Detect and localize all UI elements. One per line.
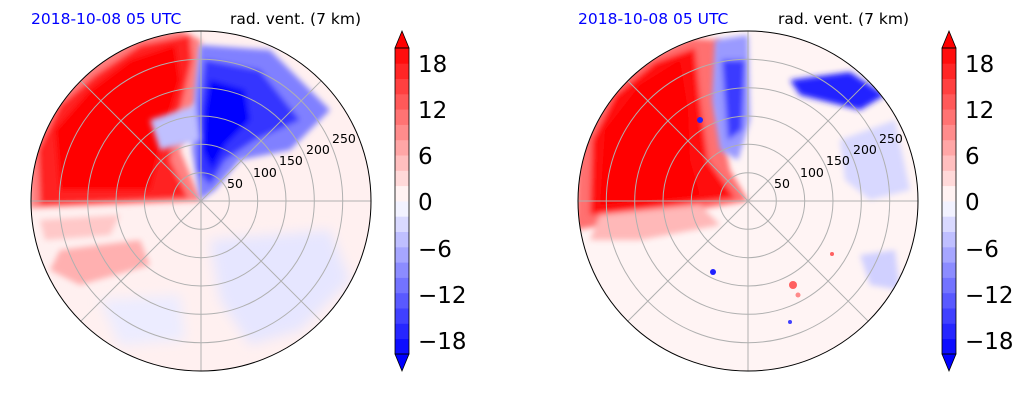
- chart-title: rad. vent. (7 km): [230, 10, 361, 28]
- colorbar-segment: [395, 292, 409, 309]
- colorbar-extend-max: [941, 29, 957, 49]
- colorbar-tick-label: −6: [965, 237, 999, 263]
- colorbar-extend-min: [394, 353, 410, 373]
- colorbar-extend-min: [941, 353, 957, 373]
- radial-tick-label: 150: [279, 153, 303, 168]
- colorbar-segment: [942, 93, 956, 110]
- chart-title: rad. vent. (7 km): [778, 10, 909, 28]
- radial-tick-labels: 50 100 150 200 250: [774, 131, 903, 191]
- colorbar-tick-label: 18: [965, 52, 994, 78]
- colorbar-segment: [395, 338, 409, 355]
- colorbar-segment: [942, 308, 956, 324]
- colorbar-tick-label: −12: [965, 283, 1014, 309]
- colorbar-segment: [942, 124, 956, 141]
- colorbar-segment: [942, 262, 956, 278]
- colorbar-tick-label: 12: [418, 98, 447, 124]
- colorbar-tick-label: −12: [418, 283, 467, 309]
- radial-tick-label: 50: [774, 176, 790, 191]
- colorbar-tick-label: −18: [418, 329, 467, 355]
- colorbar-segment: [942, 139, 956, 156]
- colorbar-segment: [942, 78, 956, 95]
- colorbar-segment: [395, 63, 409, 79]
- colorbar-segment: [395, 109, 409, 125]
- colorbar-segment: [942, 323, 956, 340]
- colorbar-segment: [942, 292, 956, 309]
- polar-grid: [578, 31, 918, 371]
- colorbar-segment: [942, 155, 956, 171]
- colorbar-segment: [395, 308, 409, 324]
- colorbar-segment: [942, 277, 956, 294]
- colorbar-tick-label: 0: [418, 190, 433, 216]
- colorbar-tick-label: 18: [418, 52, 447, 78]
- radial-tick-label: 250: [332, 131, 356, 146]
- colorbar-segments: [394, 29, 410, 373]
- colorbar-segment: [395, 170, 409, 187]
- colorbar-segment: [942, 48, 956, 64]
- timestamp-label: 2018-10-08 05 UTC: [31, 10, 181, 28]
- polar-frame: [577, 30, 919, 372]
- colorbar-segment: [395, 139, 409, 156]
- polar-frame: [30, 30, 372, 372]
- radial-tick-label: 100: [800, 165, 824, 180]
- colorbar-segment: [395, 246, 409, 263]
- colorbar-frame: [941, 47, 957, 355]
- colorbar-segment: [942, 338, 956, 355]
- colorbar-segment: [942, 63, 956, 79]
- colorbar-ticks: 18 12 6 0 −6 −12 −18: [418, 52, 467, 355]
- radial-tick-label: 150: [826, 153, 850, 168]
- colorbar-ticks: 18 12 6 0 −6 −12 −18: [965, 52, 1014, 355]
- radial-tick-label: 250: [879, 131, 903, 146]
- negative-region-north: [712, 35, 910, 290]
- colorbar-frame: [394, 47, 410, 355]
- colorbar-segment: [942, 109, 956, 125]
- colorbar: 18 12 6 0 −6 −12 −18: [941, 29, 1014, 373]
- polar-grid: [31, 31, 371, 371]
- colorbar-segment: [395, 216, 409, 232]
- colorbar-extend-max: [394, 29, 410, 49]
- colorbar-segment: [395, 48, 409, 64]
- colorbar-segment: [942, 185, 956, 202]
- colorbar-segment: [395, 155, 409, 171]
- colorbar-segments: [941, 29, 957, 373]
- colorbar-segment: [395, 124, 409, 141]
- colorbar-segment: [942, 216, 956, 232]
- right-panel: 2018-10-08 05 UTC rad. vent. (7 km): [577, 10, 1014, 373]
- colorbar-segment: [395, 323, 409, 340]
- radial-tick-labels: 50 100 150 200 250: [227, 131, 356, 191]
- colorbar-segment: [395, 262, 409, 278]
- colorbar-segment: [395, 78, 409, 95]
- radial-tick-label: 50: [227, 176, 243, 191]
- colorbar-segment: [395, 201, 409, 217]
- colorbar-segment: [395, 231, 409, 248]
- radial-tick-label: 100: [253, 165, 277, 180]
- negative-region-north: [150, 45, 330, 200]
- colorbar-tick-label: −18: [965, 329, 1014, 355]
- colorbar: 18 12 6 0 −6 −12 −18: [394, 29, 467, 373]
- colorbar-tick-label: 0: [965, 190, 980, 216]
- colorbar-segment: [942, 170, 956, 187]
- radial-tick-label: 200: [853, 142, 877, 157]
- colorbar-segment: [942, 201, 956, 217]
- colorbar-tick-label: 6: [418, 144, 433, 170]
- colorbar-tick-label: 12: [965, 98, 994, 124]
- colorbar-segment: [942, 231, 956, 248]
- left-panel: 2018-10-08 05 UTC rad. vent. (7 km): [30, 10, 467, 373]
- timestamp-label: 2018-10-08 05 UTC: [578, 10, 728, 28]
- colorbar-segment: [395, 185, 409, 202]
- colorbar-tick-label: −6: [418, 237, 452, 263]
- colorbar-segment: [942, 246, 956, 263]
- colorbar-tick-label: 6: [965, 144, 980, 170]
- colorbar-segment: [395, 93, 409, 110]
- colorbar-segment: [395, 277, 409, 294]
- radial-tick-label: 200: [306, 142, 330, 157]
- small-cells: [697, 117, 834, 324]
